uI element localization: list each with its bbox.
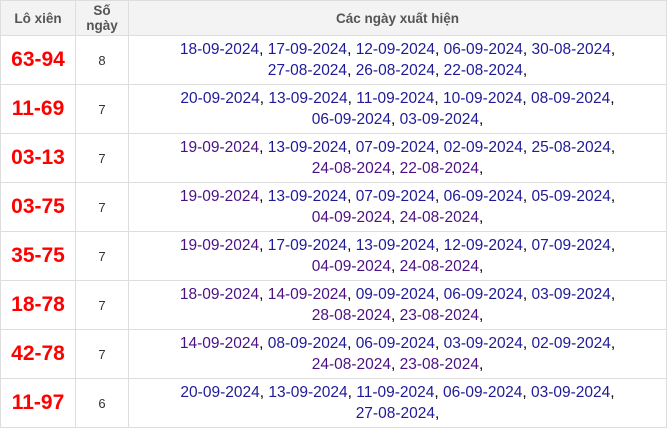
table-row: 18-78 7 18-09-2024, 14-09-2024, 09-09-20… — [0, 280, 667, 330]
header-count: Số ngày — [75, 0, 129, 36]
pair-cell: 35-75 — [0, 231, 76, 281]
table-row: 11-69 7 20-09-2024, 13-09-2024, 11-09-20… — [0, 84, 667, 134]
date-link[interactable]: 03-09-2024 — [531, 286, 611, 303]
date-link[interactable]: 24-08-2024 — [399, 209, 479, 226]
dates-cell: 19-09-2024, 13-09-2024, 07-09-2024, 02-0… — [128, 133, 667, 183]
date-link[interactable]: 27-08-2024 — [267, 62, 348, 79]
dates-cell: 19-09-2024, 13-09-2024, 07-09-2024, 06-0… — [128, 182, 667, 232]
date-link[interactable]: 06-09-2024 — [443, 188, 523, 205]
pair-cell: 18-78 — [0, 280, 76, 330]
header-row: Lô xiên Số ngày Các ngày xuất hiện — [0, 0, 667, 36]
dates-cell: 20-09-2024, 13-09-2024, 11-09-2024, 10-0… — [128, 84, 667, 134]
date-link[interactable]: 12-09-2024 — [443, 237, 523, 254]
date-link[interactable]: 13-09-2024 — [267, 139, 348, 156]
pair-cell: 42-78 — [0, 329, 76, 379]
date-link[interactable]: 13-09-2024 — [267, 188, 348, 205]
date-link[interactable]: 23-08-2024 — [399, 307, 479, 324]
table-row: 42-78 7 14-09-2024, 08-09-2024, 06-09-20… — [0, 329, 667, 379]
date-link[interactable]: 30-08-2024 — [531, 41, 611, 58]
table-row: 11-97 6 20-09-2024, 13-09-2024, 11-09-20… — [0, 378, 667, 428]
count-cell: 7 — [75, 84, 129, 134]
date-link[interactable]: 02-09-2024 — [531, 335, 611, 352]
dates-cell: 14-09-2024, 08-09-2024, 06-09-2024, 03-0… — [128, 329, 667, 379]
dates-cell: 18-09-2024, 14-09-2024, 09-09-2024, 06-0… — [128, 280, 667, 330]
date-link[interactable]: 24-08-2024 — [399, 258, 479, 275]
date-link[interactable]: 14-09-2024 — [179, 335, 260, 352]
date-link[interactable]: 20-09-2024 — [180, 384, 260, 401]
header-pair: Lô xiên — [0, 0, 76, 36]
date-link[interactable]: 26-08-2024 — [355, 62, 435, 79]
date-link[interactable]: 22-08-2024 — [399, 160, 479, 177]
date-link[interactable]: 04-09-2024 — [311, 209, 392, 226]
dates-cell: 20-09-2024, 13-09-2024, 11-09-2024, 06-0… — [128, 378, 667, 428]
date-link[interactable]: 11-09-2024 — [356, 384, 435, 401]
date-link[interactable]: 18-09-2024 — [179, 41, 260, 58]
date-link[interactable]: 07-09-2024 — [355, 188, 435, 205]
date-link[interactable]: 24-08-2024 — [311, 356, 392, 373]
date-link[interactable]: 12-09-2024 — [355, 41, 435, 58]
count-cell: 7 — [75, 133, 129, 183]
date-link[interactable]: 03-09-2024 — [530, 384, 611, 401]
count-cell: 7 — [75, 182, 129, 232]
table-row: 35-75 7 19-09-2024, 17-09-2024, 13-09-20… — [0, 231, 667, 281]
date-link[interactable]: 17-09-2024 — [267, 237, 348, 254]
count-cell: 6 — [75, 378, 129, 428]
date-link[interactable]: 09-09-2024 — [355, 286, 435, 303]
date-link[interactable]: 14-09-2024 — [267, 286, 348, 303]
date-link[interactable]: 19-09-2024 — [179, 139, 260, 156]
date-link[interactable]: 13-09-2024 — [355, 237, 435, 254]
count-cell: 7 — [75, 231, 129, 281]
date-link[interactable]: 07-09-2024 — [531, 237, 611, 254]
date-link[interactable]: 19-09-2024 — [179, 237, 260, 254]
date-link[interactable]: 10-09-2024 — [443, 90, 523, 107]
date-link[interactable]: 02-09-2024 — [443, 139, 523, 156]
pair-cell: 11-97 — [0, 378, 76, 428]
date-link[interactable]: 03-09-2024 — [399, 111, 479, 128]
date-link[interactable]: 05-09-2024 — [531, 188, 611, 205]
pair-cell: 03-75 — [0, 182, 76, 232]
table-row: 03-75 7 19-09-2024, 13-09-2024, 07-09-20… — [0, 182, 667, 232]
date-link[interactable]: 18-09-2024 — [179, 286, 260, 303]
date-link[interactable]: 13-09-2024 — [268, 90, 348, 107]
date-link[interactable]: 13-09-2024 — [268, 384, 348, 401]
date-link[interactable]: 28-08-2024 — [311, 307, 392, 324]
date-link[interactable]: 24-08-2024 — [311, 160, 392, 177]
date-link[interactable]: 08-09-2024 — [530, 90, 611, 107]
date-link[interactable]: 03-09-2024 — [443, 335, 523, 352]
dates-cell: 18-09-2024, 17-09-2024, 12-09-2024, 06-0… — [128, 35, 667, 85]
date-link[interactable]: 06-09-2024 — [443, 41, 523, 58]
date-link[interactable]: 17-09-2024 — [267, 41, 348, 58]
header-dates: Các ngày xuất hiện — [128, 0, 667, 36]
date-link[interactable]: 04-09-2024 — [311, 258, 392, 275]
date-link[interactable]: 23-08-2024 — [399, 356, 479, 373]
date-link[interactable]: 06-09-2024 — [311, 111, 392, 128]
date-link[interactable]: 19-09-2024 — [179, 188, 260, 205]
pair-cell: 11-69 — [0, 84, 76, 134]
pair-cell: 03-13 — [0, 133, 76, 183]
date-link[interactable]: 08-09-2024 — [267, 335, 348, 352]
table-row: 03-13 7 19-09-2024, 13-09-2024, 07-09-20… — [0, 133, 667, 183]
date-link[interactable]: 06-09-2024 — [355, 335, 435, 352]
date-link[interactable]: 06-09-2024 — [443, 286, 523, 303]
date-link[interactable]: 06-09-2024 — [443, 384, 523, 401]
date-link[interactable]: 22-08-2024 — [443, 62, 523, 79]
date-link[interactable]: 20-09-2024 — [180, 90, 260, 107]
count-cell: 8 — [75, 35, 129, 85]
pair-cell: 63-94 — [0, 35, 76, 85]
table-row: 63-94 8 18-09-2024, 17-09-2024, 12-09-20… — [0, 35, 667, 85]
count-cell: 7 — [75, 329, 129, 379]
date-link[interactable]: 07-09-2024 — [355, 139, 435, 156]
count-cell: 7 — [75, 280, 129, 330]
dates-cell: 19-09-2024, 17-09-2024, 13-09-2024, 12-0… — [128, 231, 667, 281]
date-link[interactable]: 25-08-2024 — [531, 139, 611, 156]
date-link[interactable]: 11-09-2024 — [356, 90, 435, 107]
